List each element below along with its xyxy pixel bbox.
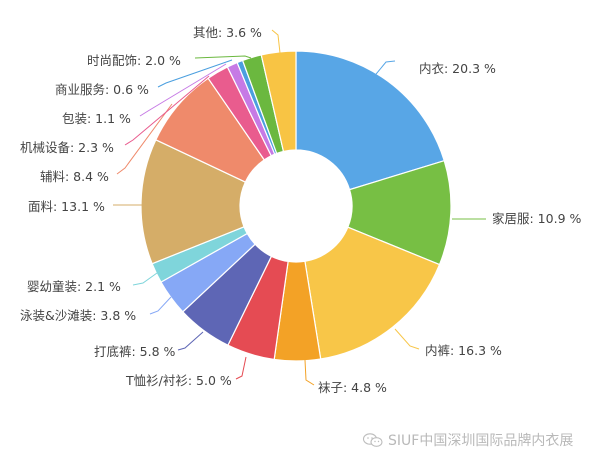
leader-line (157, 59, 233, 88)
watermark-text: SIUF中国深圳国际品牌内衣展 (388, 433, 574, 449)
slice-label: 机械设备: 2.3 % (20, 140, 114, 155)
slice-0[interactable] (295, 50, 445, 191)
slice-label: 家居服: 10.9 % (492, 211, 582, 226)
slice-label: 包装: 1.1 % (62, 111, 131, 126)
leader-line (271, 29, 281, 54)
slice-label: 面料: 13.1 % (28, 199, 105, 214)
leader-line (149, 296, 172, 315)
slice-label: 内衣: 20.3 % (419, 61, 496, 76)
slice-label: T恤衫/衬衫: 5.0 % (126, 373, 232, 388)
label-leader-lines (113, 29, 486, 386)
slice-8[interactable] (140, 139, 247, 265)
watermark: SIUF中国深圳国际品牌内衣展 (362, 430, 573, 450)
leader-line (371, 60, 396, 80)
slice-label: 泳装&沙滩装: 3.8 % (20, 308, 137, 323)
slice-label: 打底裤: 5.8 % (94, 344, 176, 359)
slice-label: 时尚配饰: 2.0 % (87, 53, 181, 68)
leader-line (132, 272, 158, 286)
slice-label: 其他: 3.6 % (193, 25, 262, 40)
leader-line (194, 55, 252, 59)
leader-line (124, 75, 210, 146)
leader-line (139, 63, 227, 117)
slice-label: 内裤: 16.3 % (425, 343, 502, 358)
chart-slices (140, 50, 452, 362)
slice-label: 婴幼童装: 2.1 % (27, 279, 121, 294)
slice-label: 商业服务: 0.6 % (55, 82, 149, 97)
slice-2[interactable] (304, 226, 441, 360)
slice-label: 辅料: 8.4 % (40, 169, 109, 184)
wechat-icon (362, 433, 383, 447)
leader-line (235, 356, 247, 380)
leader-line (394, 328, 420, 350)
slice-14[interactable] (260, 50, 297, 153)
slice-label: 袜子: 4.8 % (318, 380, 387, 395)
leader-line (304, 359, 315, 386)
leader-line (116, 103, 173, 175)
leader-line (177, 331, 204, 351)
